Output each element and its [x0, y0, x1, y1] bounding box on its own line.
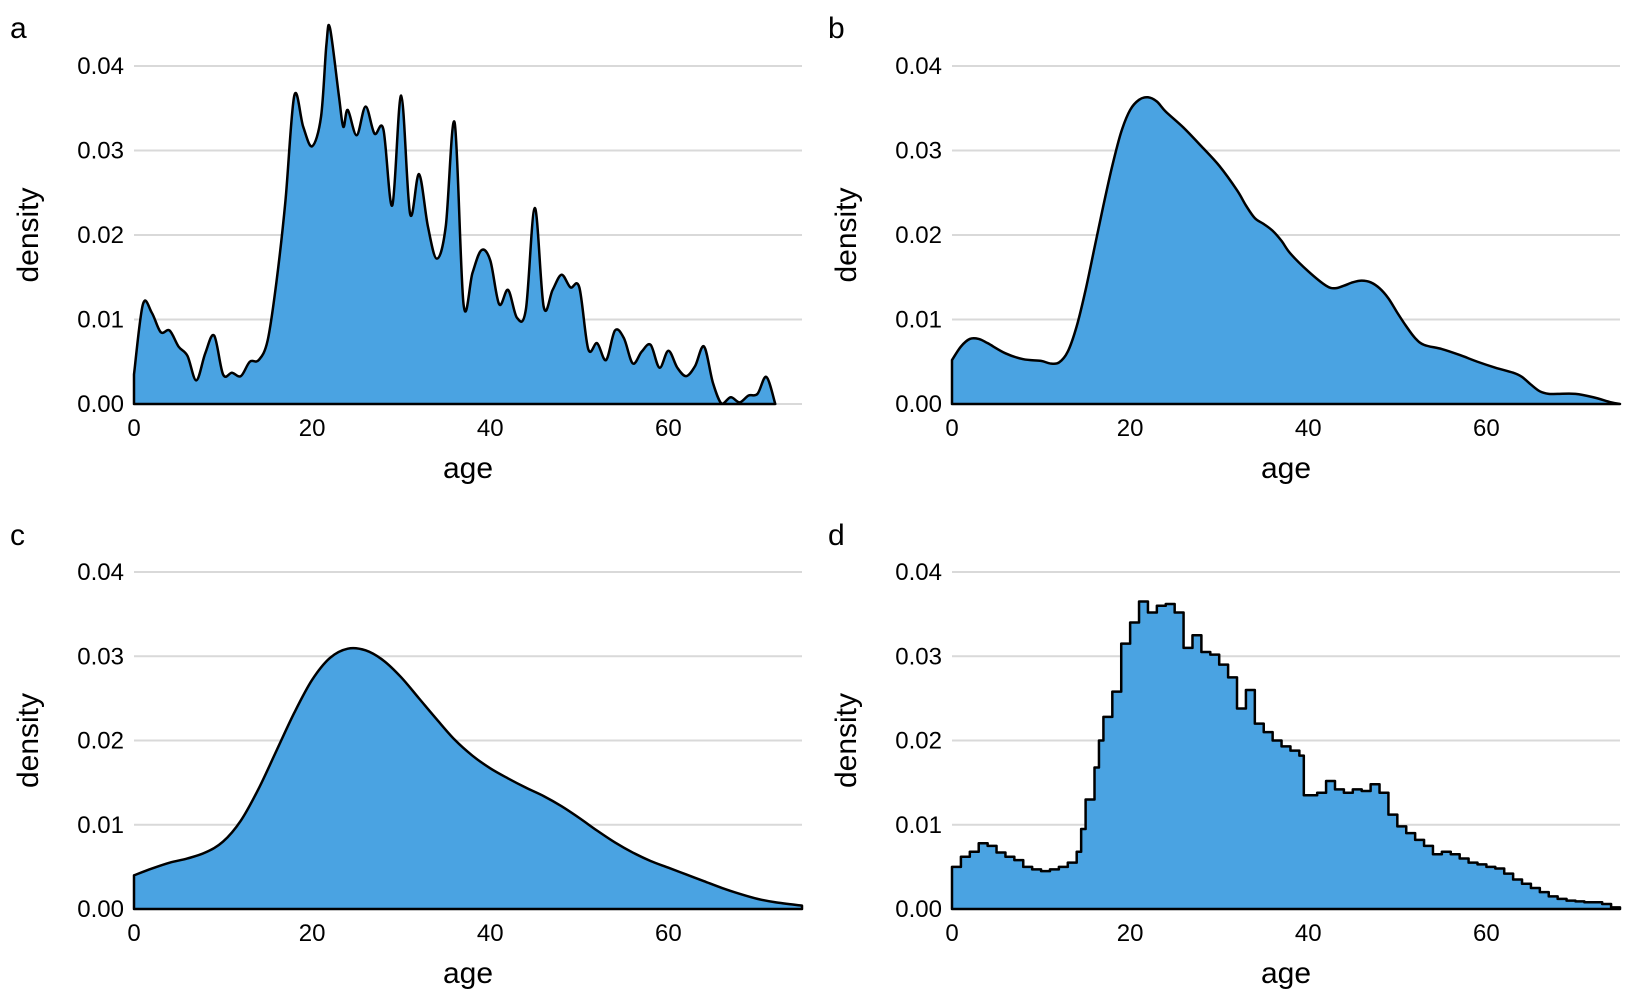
density-area	[950, 600, 1622, 911]
panel-letter: c	[10, 519, 25, 552]
x-axis-title: age	[443, 452, 493, 485]
x-tick-label: 60	[1473, 920, 1500, 947]
x-axis-title: age	[443, 957, 493, 990]
density-area	[950, 95, 1622, 406]
density-area	[132, 23, 777, 406]
y-tick-label: 0.04	[895, 53, 942, 80]
x-tick-label: 0	[945, 415, 958, 442]
y-tick-label: 0.04	[895, 559, 942, 586]
panel-d: 0.00 0.01 0.02 0.03 0.04 0 20 40 60 age density d	[828, 519, 1622, 990]
y-tick-label: 0.02	[77, 222, 124, 249]
y-axis-title: density	[830, 693, 863, 788]
x-axis-title: age	[1261, 452, 1311, 485]
panel-c: 0.00 0.01 0.02 0.03 0.04 0 20 40 60 age density c	[10, 519, 804, 990]
x-tick-label: 0	[945, 920, 958, 947]
y-tick-label: 0.03	[895, 643, 942, 670]
y-tick-label: 0.01	[77, 812, 124, 839]
y-tick-label: 0.00	[895, 896, 942, 923]
x-tick-label: 20	[299, 415, 326, 442]
y-axis-title: density	[12, 693, 45, 788]
y-tick-label: 0.03	[895, 138, 942, 165]
x-tick-label: 60	[655, 920, 682, 947]
y-tick-label: 0.02	[895, 222, 942, 249]
x-tick-label: 20	[299, 920, 326, 947]
x-tick-label: 0	[127, 920, 140, 947]
density-area	[132, 646, 804, 911]
panel-a: 0.00 0.01 0.02 0.03 0.04 0 20 40 60 age density a	[10, 12, 802, 485]
x-tick-label: 0	[127, 415, 140, 442]
x-tick-label: 40	[1295, 415, 1322, 442]
y-tick-label: 0.00	[895, 391, 942, 418]
y-tick-label: 0.04	[77, 559, 124, 586]
y-tick-label: 0.02	[895, 728, 942, 755]
x-tick-label: 60	[655, 415, 682, 442]
panel-letter: b	[828, 12, 845, 45]
y-tick-label: 0.04	[77, 53, 124, 80]
x-tick-label: 40	[477, 920, 504, 947]
y-tick-label: 0.03	[77, 138, 124, 165]
panel-letter: d	[828, 519, 845, 552]
y-tick-label: 0.01	[77, 307, 124, 334]
y-tick-label: 0.01	[895, 812, 942, 839]
y-tick-label: 0.02	[77, 728, 124, 755]
y-tick-label: 0.01	[895, 307, 942, 334]
x-tick-label: 40	[477, 415, 504, 442]
y-tick-label: 0.00	[77, 896, 124, 923]
panel-b: 0.00 0.01 0.02 0.03 0.04 0 20 40 60 age density b	[828, 12, 1622, 485]
panel-letter: a	[10, 12, 27, 45]
x-tick-label: 40	[1295, 920, 1322, 947]
x-tick-label: 60	[1473, 415, 1500, 442]
y-tick-label: 0.00	[77, 391, 124, 418]
x-axis-title: age	[1261, 957, 1311, 990]
y-axis-title: density	[830, 187, 863, 282]
x-tick-label: 20	[1117, 920, 1144, 947]
x-tick-label: 20	[1117, 415, 1144, 442]
y-axis-title: density	[12, 187, 45, 282]
y-tick-label: 0.03	[77, 643, 124, 670]
